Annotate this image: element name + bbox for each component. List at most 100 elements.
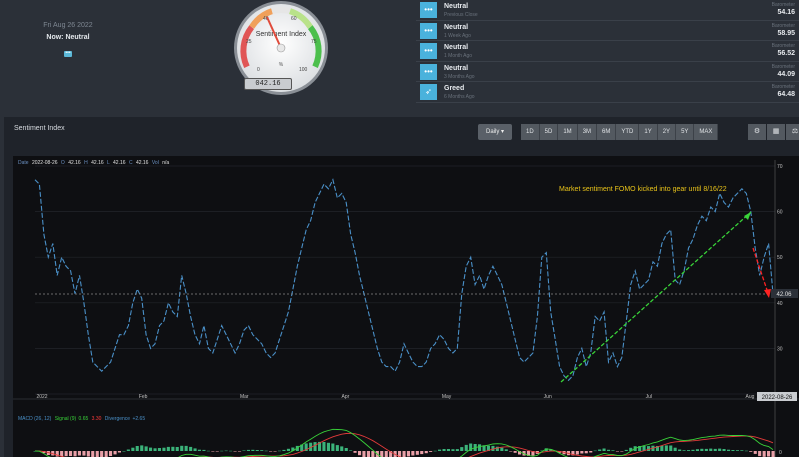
macd-bar xyxy=(60,451,64,457)
macd-bar xyxy=(744,450,748,452)
gauge-value-readout: 042.16 xyxy=(244,78,292,90)
macd-bar xyxy=(140,445,144,451)
macd-bar xyxy=(642,446,646,451)
macd-bar xyxy=(615,451,619,452)
range-button-1m[interactable]: 1M xyxy=(558,124,578,140)
macd-bar xyxy=(402,451,406,457)
macd-bar xyxy=(180,445,184,451)
barometer-label: Neutral xyxy=(444,3,469,10)
barometer-row[interactable]: ➶ Greed 6 Months Ago Barometer 64.48 xyxy=(416,82,799,103)
macd-bar xyxy=(771,451,775,457)
y-tick-label: 50 xyxy=(777,255,783,261)
macd-bar xyxy=(340,446,344,451)
chart-annotation: Market sentiment FOMO kicked into gear u… xyxy=(559,186,727,193)
range-button-5y[interactable]: 5Y xyxy=(676,124,695,140)
macd-bar xyxy=(353,451,357,453)
macd-bar xyxy=(349,450,353,451)
macd-label: MACD (26, 12) xyxy=(18,416,52,422)
interval-dropdown[interactable]: Daily ▾ xyxy=(478,124,512,140)
range-button-1y[interactable]: 1Y xyxy=(639,124,658,140)
macd-bar xyxy=(513,451,517,453)
macd-bar xyxy=(455,449,459,451)
macd-bar xyxy=(446,449,450,451)
macd-bar xyxy=(580,451,584,454)
range-button-6m[interactable]: 6M xyxy=(597,124,617,140)
macd-signal-value: 0.65 xyxy=(79,416,89,422)
x-tick-label: Apr xyxy=(342,394,350,400)
macd-bar xyxy=(309,442,313,451)
macd-bar xyxy=(131,447,135,451)
macd-bar xyxy=(420,451,424,455)
macd-bar xyxy=(286,448,290,451)
macd-bar xyxy=(620,451,624,452)
macd-bar xyxy=(629,447,633,451)
macd-bar xyxy=(193,448,197,451)
macd-signal-label: Signal (9) xyxy=(55,416,77,422)
macd-bar xyxy=(269,451,273,452)
barometer-label: Neutral xyxy=(444,23,469,31)
macd-bar xyxy=(362,451,366,457)
macd-bar xyxy=(669,445,673,451)
macd-bar xyxy=(767,451,771,457)
macd-bar xyxy=(398,451,402,457)
macd-bar xyxy=(673,447,677,451)
barometer-row[interactable]: ••• Neutral Previous Close Barometer 54.… xyxy=(416,0,799,21)
macd-panel xyxy=(33,428,775,457)
range-button-ytd[interactable]: YTD xyxy=(616,124,640,140)
y-axis: 203040506070 xyxy=(777,164,783,398)
y-tick-label: 30 xyxy=(777,346,783,352)
macd-bar xyxy=(389,451,393,457)
gauge-tick-label: 60 xyxy=(291,16,297,22)
range-button-max[interactable]: MAX xyxy=(694,124,719,140)
macd-bar xyxy=(246,449,250,451)
macd-bar xyxy=(718,448,722,451)
last-date-label: 2022-08-26 xyxy=(762,395,793,401)
macd-bar xyxy=(433,450,437,452)
barometer-caption: Barometer xyxy=(771,63,795,70)
range-button-5d[interactable]: 5D xyxy=(539,124,559,140)
macd-bar xyxy=(224,450,228,452)
settings-icon[interactable]: ⚙ xyxy=(748,124,766,140)
barometer-caption: Barometer xyxy=(771,43,795,50)
macd-bar xyxy=(451,449,455,451)
range-button-3m[interactable]: 3M xyxy=(577,124,598,140)
legend-l: 42.16 xyxy=(113,160,126,166)
barometer-period: 6 Months Ago xyxy=(444,94,475,101)
macd-bar xyxy=(220,450,224,452)
macd-bar xyxy=(735,450,739,451)
calculator-icon[interactable]: ▦ xyxy=(767,124,785,140)
macd-bar xyxy=(273,451,277,452)
macd-bar xyxy=(384,451,388,457)
range-button-2y[interactable]: 2Y xyxy=(657,124,677,140)
macd-bar xyxy=(713,448,717,451)
macd-bar xyxy=(602,448,606,451)
macd-bar xyxy=(55,451,59,457)
barometer-row[interactable]: ••• Neutral 1 Week Ago Barometer 58.95 xyxy=(416,21,799,42)
scale-icon[interactable]: ⚖ xyxy=(786,124,799,140)
barometer-caption: Barometer xyxy=(771,22,795,29)
range-button-1d[interactable]: 1D xyxy=(521,124,540,140)
macd-bar xyxy=(335,445,339,451)
macd-bar xyxy=(469,443,473,451)
legend-c-label: C xyxy=(129,160,133,166)
macd-bar xyxy=(486,445,490,451)
uptrend-arrow xyxy=(560,211,752,383)
barometer-row[interactable]: ••• Neutral 3 Months Ago Barometer 44.09 xyxy=(416,62,799,83)
macd-bar xyxy=(291,447,295,451)
y-tick-label: 40 xyxy=(777,301,783,307)
macd-bar xyxy=(429,451,433,452)
y-tick-label: 60 xyxy=(777,210,783,216)
macd-bar xyxy=(318,441,322,451)
legend-vol-label: Vol xyxy=(152,160,159,166)
gauge-tick-label: 0 xyxy=(257,67,260,73)
legend-h: 42.16 xyxy=(91,160,104,166)
macd-bar xyxy=(638,446,642,451)
barometer-row[interactable]: ••• Neutral 1 Month Ago Barometer 56.52 xyxy=(416,41,799,62)
macd-bar xyxy=(549,449,553,451)
macd-bar xyxy=(202,449,206,451)
macd-bar xyxy=(664,445,668,451)
macd-bar xyxy=(184,445,188,451)
macd-bar xyxy=(344,448,348,451)
barometer-caption: Barometer xyxy=(771,2,795,8)
legend-o: 42.16 xyxy=(68,160,81,166)
